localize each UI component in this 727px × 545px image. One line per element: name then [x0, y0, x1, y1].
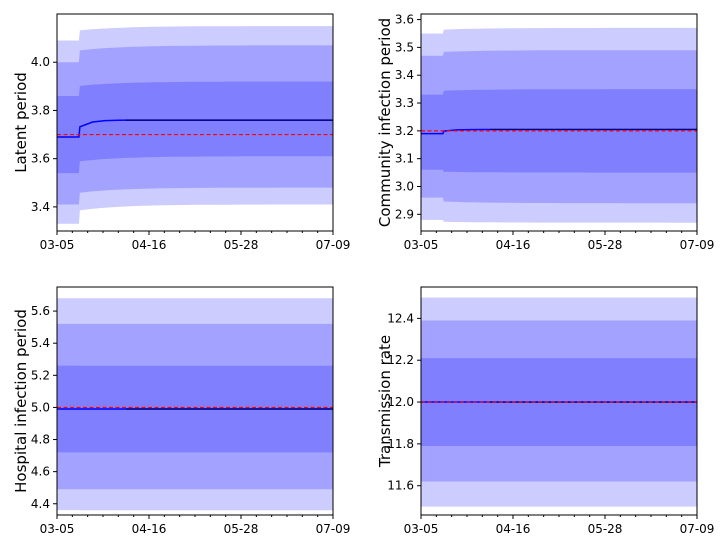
x-tick-label: 04-16: [132, 522, 167, 536]
y-axis-label-latent-period: Latent period: [12, 72, 30, 173]
y-tick-label: 3.6: [31, 152, 50, 166]
plot-area: [421, 27, 697, 223]
y-tick-label: 2.9: [395, 207, 414, 221]
y-tick-label: 5.0: [31, 400, 50, 414]
y-tick-label: 4.0: [31, 55, 50, 69]
x-tick-label: 07-09: [316, 522, 351, 536]
y-tick-label: 3.3: [395, 96, 414, 110]
y-tick-label: 5.2: [31, 368, 50, 382]
y-tick-label: 12.2: [387, 353, 414, 367]
x-tick-label: 07-09: [680, 522, 715, 536]
y-tick-label: 3.1: [395, 152, 414, 166]
y-axis-label-transmission-rate: Transmission rate: [376, 335, 394, 468]
x-tick-label: 05-28: [588, 238, 623, 252]
x-tick-label: 05-28: [224, 238, 259, 252]
plot-area: [57, 26, 333, 224]
x-tick-label: 05-28: [588, 522, 623, 536]
x-tick-label: 04-16: [496, 238, 531, 252]
x-tick-label: 05-28: [224, 522, 259, 536]
y-tick-label: 4.8: [31, 433, 50, 447]
y-tick-label: 3.8: [31, 103, 50, 117]
panel-hospital-infection-period: 4.4 4.6 4.8 5.0 5.2 5.4 5.6 03-05 04-16 05-28 07-0…: [12, 286, 351, 536]
y-tick-label: 4.4: [31, 497, 50, 511]
y-tick-label: 3.4: [395, 68, 414, 82]
y-tick-label: 5.6: [31, 304, 50, 318]
y-tick-label: 5.4: [31, 336, 50, 350]
y-tick-label: 12.0: [387, 395, 414, 409]
y-tick-label: 11.8: [387, 437, 414, 451]
x-tick-label: 07-09: [316, 238, 351, 252]
y-tick-label: 3.2: [395, 124, 414, 138]
y-tick-label: 3.5: [395, 40, 414, 54]
plot-area: [57, 298, 333, 511]
y-tick-label: 4.6: [31, 465, 50, 479]
x-tick-label: 04-16: [132, 238, 167, 252]
x-tick-label: 03-05: [40, 522, 75, 536]
y-tick-label: 3.6: [395, 13, 414, 27]
y-axis-label-hospital-infection-period: Hospital infection period: [12, 309, 30, 493]
y-tick-label: 12.4: [387, 311, 414, 325]
y-tick-label: 3.0: [395, 179, 414, 193]
plot-area: [421, 297, 697, 507]
y-tick-label: 11.6: [387, 479, 414, 493]
panel-community-infection-period: 2.9 3.0 3.1 3.2 3.3 3.4 3.5 3.6 03-05 04-16 05-28 0…: [376, 13, 714, 252]
band-inner: [57, 81, 333, 174]
y-tick-label: 3.4: [31, 200, 50, 214]
x-tick-label: 07-09: [680, 238, 715, 252]
x-tick-label: 03-05: [40, 238, 75, 252]
y-axis-label-community-infection-period: Community infection period: [376, 18, 394, 227]
panel-latent-period: 3.4 3.6 3.8 4.0 03-05 04-16 05-28 07-09 Latent p…: [12, 13, 351, 252]
x-tick-label: 03-05: [404, 238, 439, 252]
panel-transmission-rate: 11.6 11.8 12.0 12.2 12.4 03-05 04-16 05-28 07-09…: [376, 286, 715, 536]
x-tick-label: 03-05: [404, 522, 439, 536]
x-tick-label: 04-16: [496, 522, 531, 536]
